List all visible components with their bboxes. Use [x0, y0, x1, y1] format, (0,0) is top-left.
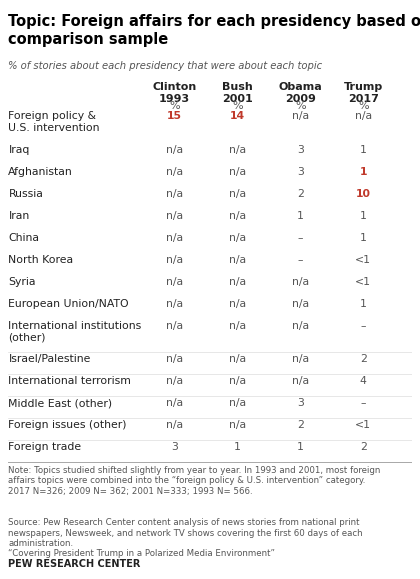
Text: 15: 15: [167, 111, 182, 121]
Text: n/a: n/a: [229, 167, 246, 177]
Text: 3: 3: [297, 145, 304, 155]
Text: n/a: n/a: [292, 111, 309, 121]
Text: International institutions
(other): International institutions (other): [8, 321, 142, 342]
Text: –: –: [360, 398, 366, 408]
Text: Afghanistan: Afghanistan: [8, 167, 73, 177]
Text: n/a: n/a: [292, 277, 309, 287]
Text: n/a: n/a: [292, 376, 309, 386]
Text: 14: 14: [230, 111, 245, 121]
Text: n/a: n/a: [229, 420, 246, 430]
Text: Foreign policy &
U.S. intervention: Foreign policy & U.S. intervention: [8, 111, 100, 133]
Text: 3: 3: [171, 442, 178, 452]
Text: %: %: [232, 101, 243, 111]
Text: 1: 1: [360, 299, 367, 309]
Text: Russia: Russia: [8, 189, 43, 199]
Text: %: %: [358, 101, 369, 111]
Text: n/a: n/a: [229, 376, 246, 386]
Text: Topic: Foreign affairs for each presidency based on
comparison sample: Topic: Foreign affairs for each presiden…: [8, 14, 420, 47]
Text: <1: <1: [355, 420, 371, 430]
Text: n/a: n/a: [229, 211, 246, 221]
Text: Iran: Iran: [8, 211, 30, 221]
Text: 4: 4: [360, 376, 367, 386]
Text: n/a: n/a: [229, 233, 246, 243]
Text: n/a: n/a: [166, 376, 183, 386]
Text: n/a: n/a: [166, 233, 183, 243]
Text: n/a: n/a: [229, 277, 246, 287]
Text: <1: <1: [355, 255, 371, 265]
Text: n/a: n/a: [229, 255, 246, 265]
Text: n/a: n/a: [229, 398, 246, 408]
Text: n/a: n/a: [292, 299, 309, 309]
Text: Middle East (other): Middle East (other): [8, 398, 113, 408]
Text: n/a: n/a: [166, 354, 183, 364]
Text: n/a: n/a: [229, 299, 246, 309]
Text: North Korea: North Korea: [8, 255, 74, 265]
Text: n/a: n/a: [166, 321, 183, 331]
Text: n/a: n/a: [166, 420, 183, 430]
Text: n/a: n/a: [229, 145, 246, 155]
Text: International terrorism: International terrorism: [8, 376, 131, 386]
Text: 1: 1: [297, 442, 304, 452]
Text: Iraq: Iraq: [8, 145, 30, 155]
Text: % of stories about each presidency that were about each topic: % of stories about each presidency that …: [8, 61, 323, 71]
Text: Foreign trade: Foreign trade: [8, 442, 81, 452]
Text: 1: 1: [360, 211, 367, 221]
Text: %: %: [169, 101, 180, 111]
Text: Foreign issues (other): Foreign issues (other): [8, 420, 127, 430]
Text: 1: 1: [360, 233, 367, 243]
Text: Israel/Palestine: Israel/Palestine: [8, 354, 91, 364]
Text: n/a: n/a: [355, 111, 372, 121]
Text: n/a: n/a: [229, 354, 246, 364]
Text: Trump
2017: Trump 2017: [344, 82, 383, 104]
Text: Source: Pew Research Center content analysis of news stories from national print: Source: Pew Research Center content anal…: [8, 518, 363, 558]
Text: China: China: [8, 233, 39, 243]
Text: –: –: [360, 321, 366, 331]
Text: n/a: n/a: [166, 398, 183, 408]
Text: Obama
2009: Obama 2009: [278, 82, 322, 104]
Text: 1: 1: [360, 167, 367, 177]
Text: 2: 2: [297, 189, 304, 199]
Text: 10: 10: [356, 189, 371, 199]
Text: n/a: n/a: [166, 277, 183, 287]
Text: %: %: [295, 101, 306, 111]
Text: 1: 1: [234, 442, 241, 452]
Text: 3: 3: [297, 167, 304, 177]
Text: European Union/NATO: European Union/NATO: [8, 299, 129, 309]
Text: 2: 2: [360, 354, 367, 364]
Text: –: –: [297, 255, 303, 265]
Text: n/a: n/a: [166, 299, 183, 309]
Text: n/a: n/a: [166, 189, 183, 199]
Text: n/a: n/a: [292, 321, 309, 331]
Text: –: –: [297, 233, 303, 243]
Text: PEW RESEARCH CENTER: PEW RESEARCH CENTER: [8, 559, 141, 569]
Text: n/a: n/a: [166, 211, 183, 221]
Text: Clinton
1993: Clinton 1993: [152, 82, 197, 104]
Text: 3: 3: [297, 398, 304, 408]
Text: <1: <1: [355, 277, 371, 287]
Text: Syria: Syria: [8, 277, 36, 287]
Text: n/a: n/a: [166, 145, 183, 155]
Text: n/a: n/a: [229, 321, 246, 331]
Text: n/a: n/a: [292, 354, 309, 364]
Text: Note: Topics studied shifted slightly from year to year. In 1993 and 2001, most : Note: Topics studied shifted slightly fr…: [8, 466, 381, 496]
Text: Bush
2001: Bush 2001: [222, 82, 253, 104]
Text: n/a: n/a: [166, 167, 183, 177]
Text: n/a: n/a: [166, 255, 183, 265]
Text: n/a: n/a: [229, 189, 246, 199]
Text: 2: 2: [297, 420, 304, 430]
Text: 2: 2: [360, 442, 367, 452]
Text: 1: 1: [360, 145, 367, 155]
Text: 1: 1: [297, 211, 304, 221]
